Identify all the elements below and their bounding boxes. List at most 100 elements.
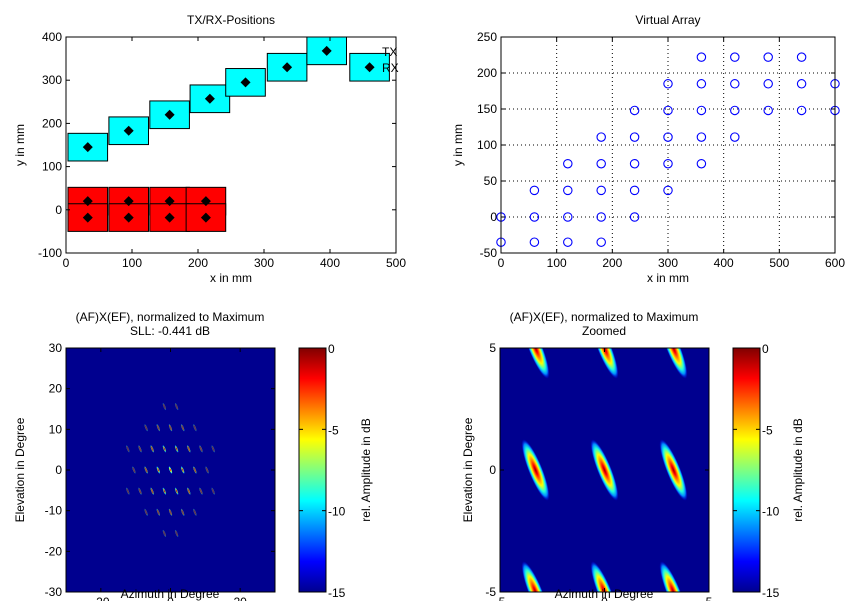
grating-lobe [150, 487, 155, 496]
x-tick-label: 0 [601, 595, 608, 601]
x-axis-label: Azimuth in Degree [121, 587, 220, 601]
panel-tx-rx-positions: TX/RX-Positions 0 100 200 300 400 500-1000100… [13, 13, 406, 285]
grating-lobe [168, 466, 173, 474]
panel-pattern-zoomed: (AF)X(EF), normalized to Maximum Zoomed … [461, 310, 805, 601]
grating-lobe [174, 529, 179, 538]
y-tick-label: -50 [480, 246, 498, 260]
x-tick-label: 20 [233, 595, 247, 601]
colorbar-label: rel. Amplitude in dB [791, 418, 805, 521]
rx-phase-center-point [200, 212, 211, 223]
colorbar-ticks: 0 -5 -10 -15 [299, 342, 346, 600]
virtual-element-point [596, 185, 606, 196]
y-tick-label: -30 [45, 585, 63, 599]
virtual-element-point [563, 212, 573, 222]
rx-phase-center-point [82, 196, 93, 207]
grating-lobe [162, 402, 167, 411]
grating-lobe [138, 487, 142, 496]
virtual-element-point [529, 212, 540, 222]
axes: -5 0 5 5 0 -5 [485, 341, 712, 601]
y-tick-label: 30 [49, 341, 63, 355]
rx-phase-center-point [200, 196, 211, 207]
grating-lobe [144, 423, 149, 432]
main-lobe [590, 348, 619, 379]
axes: -20 0 20 30 20 10 0 -10 -20 -30 [45, 341, 275, 601]
virtual-element-point [629, 158, 640, 169]
tx-phase-center-point [240, 77, 251, 88]
chart-title: Virtual Array [635, 13, 700, 27]
heatmap-lobes [521, 348, 688, 592]
virtual-element-point [730, 79, 740, 89]
grating-lobe [192, 423, 197, 432]
main-lobe [659, 439, 688, 501]
grating-lobe [186, 487, 191, 496]
rx-antenna-patch [185, 203, 227, 232]
virtual-element-point [529, 237, 540, 247]
grating-lobe [180, 508, 185, 517]
grating-lobe [144, 508, 149, 517]
plot-area [65, 36, 397, 254]
virtual-element-point [730, 105, 740, 116]
colorbar-tick-label: -5 [328, 423, 339, 437]
y-tick-label: 100 [477, 138, 497, 152]
virtual-element-point [796, 105, 807, 116]
tx-phase-center-point [164, 109, 175, 120]
grating-lobe [162, 487, 167, 496]
x-tick-label: -5 [495, 595, 506, 601]
main-lobe [659, 348, 688, 379]
rx-phase-center-point [123, 196, 134, 207]
virtual-element-point [596, 158, 606, 169]
panel-pattern-full: (AF)X(EF), normalized to Maximum SLL: -0… [13, 310, 373, 601]
y-tick-label: -10 [45, 504, 63, 518]
y-tick-label: 150 [477, 102, 497, 116]
tx-phase-center-point [321, 45, 332, 56]
virtual-element-point [596, 212, 606, 222]
virtual-element-point [663, 105, 673, 116]
virtual-element-point [696, 79, 707, 89]
grating-lobe [150, 444, 155, 453]
y-axis-label: Elevation in Degree [461, 417, 475, 522]
y-tick-label: 0 [55, 203, 62, 217]
x-tick-label: 400 [714, 256, 734, 270]
y-tick-label: 0 [489, 463, 496, 477]
grating-lobe [174, 402, 179, 411]
x-tick-label: -20 [92, 595, 110, 601]
grid [500, 36, 836, 254]
colorbar-ticks: 0 -5 -10 -15 [733, 342, 780, 600]
grating-lobe [168, 508, 173, 517]
main-lobe [521, 439, 550, 501]
colorbar-tick-label: -5 [762, 423, 773, 437]
grating-lobe [211, 487, 216, 496]
y-tick-label: 10 [49, 422, 63, 436]
y-tick-label: 250 [477, 30, 497, 44]
x-tick-label: 0 [63, 256, 70, 270]
rx-phase-center-point [164, 212, 175, 223]
x-axis-label: x in mm [210, 271, 252, 285]
colorbar [732, 347, 761, 593]
chart-title: (AF)X(EF), normalized to Maximum [510, 310, 699, 324]
chart-subtitle: Zoomed [582, 324, 626, 338]
rx-phase-center-point [82, 212, 93, 223]
virtual-element-point [629, 132, 640, 142]
x-tick-label: 200 [188, 256, 208, 270]
virtual-element-point [563, 158, 573, 169]
grating-lobe [156, 423, 161, 432]
rx-phase-center-point [164, 196, 175, 207]
virtual-element-point [629, 212, 640, 222]
x-tick-label: 500 [769, 256, 789, 270]
grating-lobe [168, 423, 173, 432]
main-lobe [521, 561, 550, 592]
grating-lobe [162, 529, 167, 538]
main-lobe [590, 439, 619, 501]
y-tick-label: 20 [49, 382, 63, 396]
y-tick-label: 0 [55, 463, 62, 477]
virtual-element-point [730, 52, 740, 62]
virtual-element-point [763, 79, 773, 89]
x-tick-label: 0 [498, 256, 505, 270]
y-tick-label: 200 [477, 66, 497, 80]
virtual-element-point [596, 237, 606, 247]
grating-lobe [192, 508, 197, 517]
grating-lobe [156, 508, 161, 517]
grating-lobe [199, 487, 203, 496]
